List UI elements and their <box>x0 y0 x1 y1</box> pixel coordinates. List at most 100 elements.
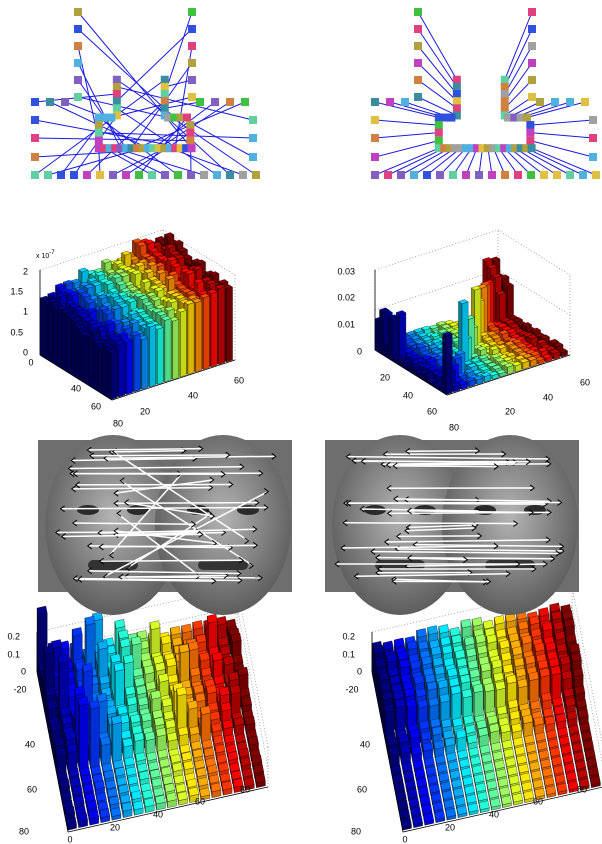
y-tick-label: -20 <box>13 684 26 694</box>
page: 21.510.500406080204060x 10-70.030.020.01… <box>0 0 602 844</box>
node <box>589 134 597 142</box>
node <box>526 137 534 145</box>
y-tick-label: 80 <box>19 826 29 836</box>
node <box>453 104 461 112</box>
node <box>186 137 194 145</box>
node <box>414 76 422 84</box>
node <box>553 171 561 179</box>
z-tick-label: 0.1 <box>342 649 355 659</box>
y-tick-label: 40 <box>403 390 413 400</box>
node <box>109 171 117 179</box>
node <box>401 98 409 106</box>
node <box>213 171 221 179</box>
bar-face <box>180 310 186 377</box>
match-line <box>393 466 498 467</box>
node <box>397 171 405 179</box>
bar-face <box>226 287 232 362</box>
node <box>239 171 247 179</box>
node <box>462 171 470 179</box>
z-tick-label: 0.5 <box>10 327 23 337</box>
node <box>74 25 82 33</box>
bar3d-panel: 21.510.500406080204060x 10-7 <box>10 230 244 428</box>
bar-face <box>58 656 59 730</box>
y-tick-label: 80 <box>449 422 459 432</box>
match-line <box>505 29 532 87</box>
multiplier-base: x 10 <box>36 253 49 260</box>
bar-face <box>375 319 379 352</box>
node <box>501 76 509 84</box>
node <box>447 114 455 122</box>
node <box>113 90 121 98</box>
match-line <box>418 80 457 108</box>
bar-face <box>85 335 89 386</box>
node <box>528 59 536 67</box>
face <box>155 435 291 615</box>
image-panel <box>38 435 292 615</box>
node <box>107 114 115 122</box>
node <box>196 98 204 106</box>
match-line <box>530 133 593 138</box>
y-tick-label: 20 <box>380 372 390 382</box>
node <box>95 129 103 137</box>
match-line <box>375 120 439 125</box>
node <box>371 153 379 161</box>
match-line <box>375 148 439 175</box>
node <box>188 42 196 50</box>
node <box>74 8 82 16</box>
y-tick-label: 60 <box>427 406 437 416</box>
figure: 21.510.500406080204060x 10-70.030.020.01… <box>0 0 602 844</box>
bar-face <box>389 317 393 361</box>
node <box>188 59 196 67</box>
node <box>414 93 422 101</box>
z-tick-label: 0 <box>23 347 28 357</box>
y-tick-label: 60 <box>357 784 367 794</box>
node <box>589 153 597 161</box>
node <box>536 98 544 106</box>
match-line <box>78 29 174 118</box>
node <box>551 98 559 106</box>
x-tick-label: 40 <box>543 392 553 402</box>
node <box>174 171 182 179</box>
bar-face <box>78 699 79 772</box>
node <box>249 134 257 142</box>
node <box>453 90 461 98</box>
match-line <box>418 29 457 87</box>
x-tick-label: 0 <box>67 834 72 844</box>
graph-panel <box>31 8 260 179</box>
node <box>384 171 392 179</box>
match-line <box>488 148 492 175</box>
match-line <box>532 148 596 175</box>
node <box>501 104 509 112</box>
match-line <box>493 148 505 175</box>
x-tick-label: 60 <box>195 796 205 806</box>
match-line <box>505 80 532 108</box>
bar-face <box>380 310 384 355</box>
node <box>566 98 574 106</box>
bar3d-panel: 0.20.10-20406080020406080 <box>7 587 268 844</box>
bar3d-panel: 0.20.10-20406080020406080 <box>342 587 602 844</box>
node <box>410 171 418 179</box>
bar-face <box>89 702 90 769</box>
bar-face <box>400 313 406 358</box>
x-tick-label: 20 <box>110 822 120 832</box>
node <box>540 171 548 179</box>
node <box>514 171 522 179</box>
match-line <box>388 148 444 175</box>
bar-face <box>103 345 107 397</box>
bar-face <box>157 327 163 384</box>
x-tick-label: 80 <box>577 784 587 794</box>
node <box>148 171 156 179</box>
bar-face <box>134 334 140 392</box>
match-line <box>170 148 243 175</box>
node <box>74 76 82 84</box>
y-tick-label: 60 <box>91 401 101 411</box>
node <box>453 97 461 105</box>
node <box>526 121 534 129</box>
z-tick-label: 0 <box>21 666 26 676</box>
bar-face <box>196 301 202 372</box>
node <box>371 134 379 142</box>
node <box>57 171 65 179</box>
z-tick-label: 0 <box>357 666 362 676</box>
x-tick-label: 80 <box>240 784 250 794</box>
axis-multiplier: x 10-7 <box>36 250 55 260</box>
